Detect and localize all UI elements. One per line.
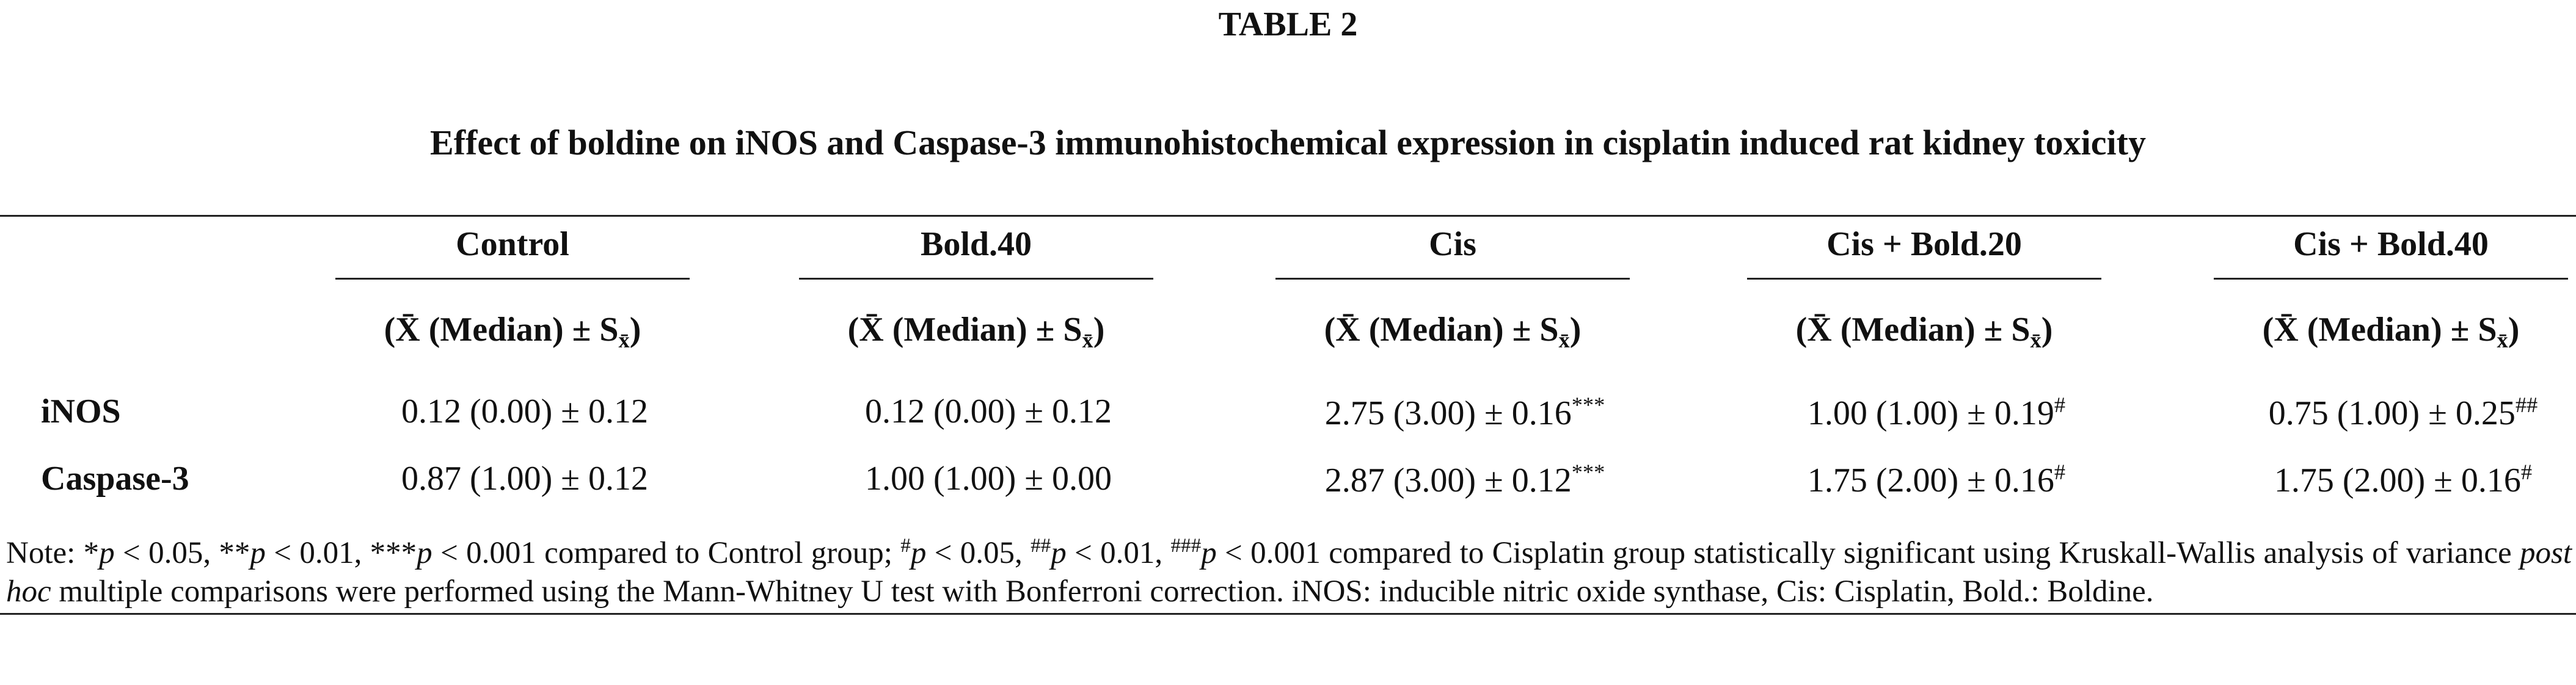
cell: 2.75 (3.00) ± 0.16***: [1275, 392, 1654, 433]
text-run: p: [1051, 536, 1067, 571]
text-run: ): [629, 311, 641, 349]
text-run: ): [2041, 311, 2053, 349]
text-run: < 0.05,: [926, 536, 1031, 571]
column-header: Cis + Bold.40: [2293, 225, 2489, 263]
top-rule: [0, 215, 2576, 217]
cell-value: 2.75 (3.00) ± 0.16: [1324, 394, 1572, 433]
cell: 0.12 (0.00) ± 0.12: [335, 392, 714, 431]
text-run: x̄: [1558, 327, 1570, 352]
significance-mark: ***: [1571, 460, 1605, 484]
text-run: (X̄ (Median) ± S: [1795, 311, 2031, 349]
column-header: Control: [456, 225, 569, 263]
cell: 0.75 (1.00) ± 0.25##: [2214, 392, 2576, 433]
text-run: multiple comparisons were performed usin…: [51, 574, 2154, 609]
text-run: < 0.01, ***: [265, 536, 417, 571]
cell: 1.75 (2.00) ± 0.16#: [1747, 459, 2126, 500]
row-label: Caspase-3: [41, 460, 189, 498]
cell-value: 1.00 (1.00) ± 0.00: [864, 460, 1112, 498]
text-run: p: [910, 536, 927, 571]
cell-value: 1.75 (2.00) ± 0.16: [1807, 462, 2054, 500]
cell: 0.12 (0.00) ± 0.12: [799, 392, 1178, 431]
header-underline: [1747, 278, 2101, 280]
text-run: p: [1201, 536, 1217, 571]
cell-value: 0.75 (1.00) ± 0.25: [2268, 394, 2516, 433]
column-subheader: (X̄ (Median) ± Sx̄): [323, 310, 702, 353]
cell-value: 1.75 (2.00) ± 0.16: [2274, 462, 2521, 500]
cell: 1.00 (1.00) ± 0.00: [799, 459, 1178, 498]
cell-value: 0.12 (0.00) ± 0.12: [864, 393, 1112, 430]
text-run: x̄: [1082, 327, 1093, 352]
significance-mark: ***: [1571, 393, 1605, 417]
cell-value: 2.87 (3.00) ± 0.12: [1324, 462, 1572, 500]
header-underline: [2214, 278, 2568, 280]
table-label: TABLE 2: [1218, 5, 1358, 43]
text-run: < 0.001 compared to Cisplatin group stat…: [1216, 536, 2520, 571]
text-run: ###: [1170, 534, 1202, 557]
text-run: (X̄ (Median) ± S: [384, 311, 619, 349]
significance-mark: #: [2054, 393, 2066, 417]
text-run: ): [1569, 311, 1582, 349]
text-run: ): [2508, 311, 2520, 349]
column-subheader: (X̄ (Median) ± Sx̄): [787, 310, 1166, 353]
text-run: x̄: [618, 327, 630, 352]
column-subheader: (X̄ (Median) ± Sx̄): [1263, 310, 1642, 353]
text-run: post hoc: [6, 536, 2572, 609]
row-label: iNOS: [41, 393, 121, 430]
bottom-rule: [0, 613, 2576, 615]
table-title: Effect of boldine on iNOS and Caspase-3 …: [430, 123, 2146, 162]
significance-mark: #: [2520, 460, 2533, 484]
column-header: Bold.40: [920, 225, 1032, 263]
cell: 1.75 (2.00) ± 0.16#: [2214, 459, 2576, 500]
header-underline: [799, 278, 1153, 280]
cell: 0.87 (1.00) ± 0.12: [335, 459, 714, 498]
text-run: ##: [1031, 534, 1051, 557]
text-run: p: [417, 536, 432, 571]
column-header: Cis: [1429, 225, 1476, 263]
significance-mark: ##: [2515, 393, 2538, 417]
table-note: Note: *p < 0.05, **p < 0.01, ***p < 0.00…: [6, 526, 2572, 611]
text-run: Note: *: [6, 536, 100, 571]
column-subheader: (X̄ (Median) ± Sx̄): [2202, 310, 2576, 353]
cell: 1.00 (1.00) ± 0.19#: [1747, 392, 2126, 433]
text-run: x̄: [2030, 327, 2041, 352]
cell-value: 0.12 (0.00) ± 0.12: [401, 393, 649, 430]
text-run: x̄: [2497, 327, 2508, 352]
cell: 2.87 (3.00) ± 0.12***: [1275, 459, 1654, 500]
cell-value: 0.87 (1.00) ± 0.12: [401, 460, 649, 498]
text-run: (X̄ (Median) ± S: [2262, 311, 2497, 349]
text-run: < 0.001 compared to Control group;: [432, 536, 901, 571]
text-run: p: [250, 536, 266, 571]
column-header: Cis + Bold.20: [1826, 225, 2022, 263]
text-run: (X̄ (Median) ± S: [847, 311, 1082, 349]
text-run: ): [1093, 311, 1105, 349]
text-run: (X̄ (Median) ± S: [1324, 311, 1559, 349]
header-underline: [335, 278, 690, 280]
text-run: #: [900, 534, 911, 557]
text-run: < 0.05, **: [114, 536, 250, 571]
significance-mark: #: [2054, 460, 2066, 484]
header-underline: [1275, 278, 1630, 280]
column-subheader: (X̄ (Median) ± Sx̄): [1735, 310, 2114, 353]
text-run: p: [99, 536, 115, 571]
cell-value: 1.00 (1.00) ± 0.19: [1807, 394, 2054, 433]
text-run: < 0.01,: [1066, 536, 1171, 571]
